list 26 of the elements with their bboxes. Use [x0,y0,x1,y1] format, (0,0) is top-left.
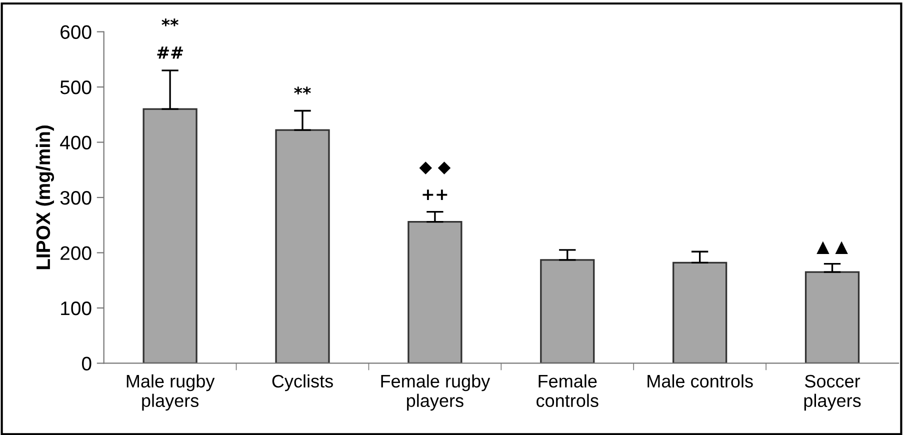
annotation: ▲ ▲ [816,241,848,254]
y-tick-label: 500 [60,80,92,94]
x-tick-label: Male controls [648,374,753,388]
bar [408,220,462,364]
annotation: ◆ ◆ [419,162,451,174]
y-tick-label: 0 [82,356,92,370]
x-tick-label: Male rugby players [126,374,215,411]
bar [142,108,198,364]
y-tick-label: 200 [60,246,92,260]
x-tick-label: Cyclists [272,374,333,392]
x-tick-label: Female rugby players [381,374,490,411]
x-tick-label: Female controls [536,374,598,408]
bar [540,259,595,364]
bar [804,271,860,364]
annotation: ** [294,86,311,94]
bar [672,262,728,364]
y-tick-label: 400 [60,136,92,150]
y-axis-title: LIPOX (mg/min) [36,126,54,270]
y-tick-label: 600 [60,25,92,39]
y-tick-label: 100 [61,301,92,316]
annotation: ++ [422,190,448,200]
text: ** [162,18,178,26]
annotation: ## [157,46,183,59]
x-tick-label: Soccer players [804,374,861,411]
bar [275,129,330,364]
y-tick-label: 300 [60,190,92,205]
